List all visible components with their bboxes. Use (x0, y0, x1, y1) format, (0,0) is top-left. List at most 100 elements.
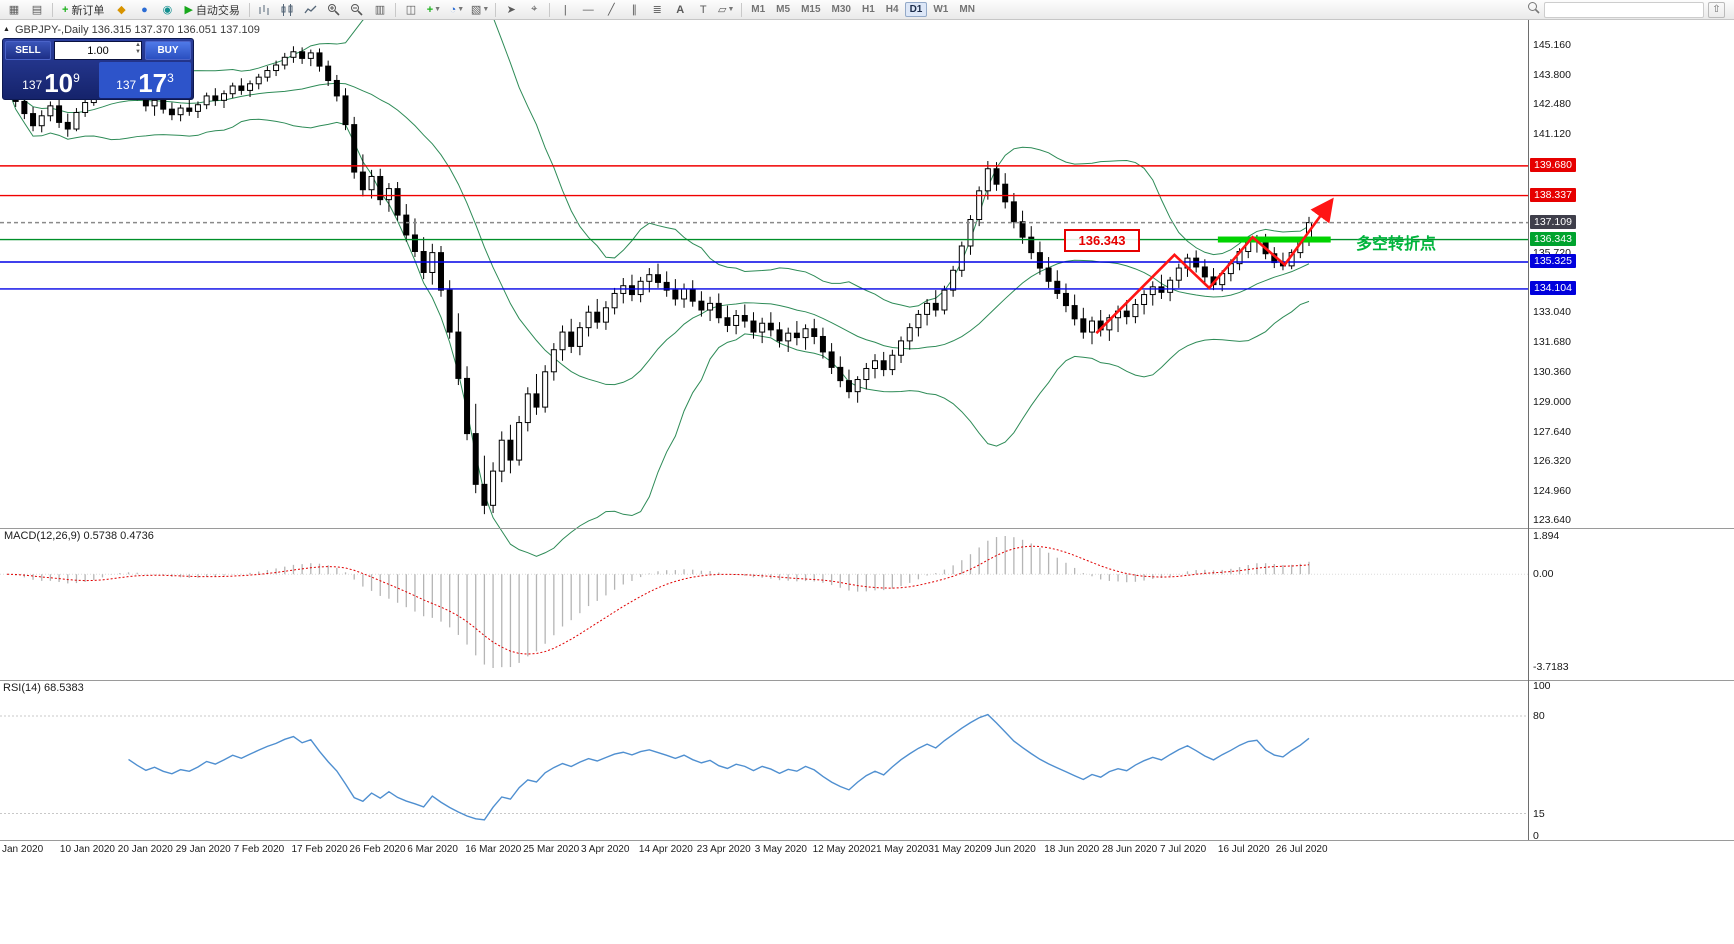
price-badge: 139.680 (1530, 157, 1576, 172)
candle-body (663, 281, 670, 291)
text-icon[interactable]: A (676, 3, 685, 16)
navigator-icon[interactable]: ◉ (162, 4, 173, 16)
candle-body (394, 188, 401, 216)
candle-body (550, 349, 557, 373)
candle-body (724, 317, 731, 326)
toolbar-separator (549, 2, 551, 17)
candle-body (290, 51, 297, 58)
data-window-icon[interactable]: ● (141, 3, 148, 16)
candle-body (628, 285, 635, 296)
candle-body (1045, 267, 1052, 282)
search-input[interactable] (1544, 1, 1704, 18)
bid-price[interactable]: 137 10 9 (5, 62, 97, 98)
stepper-up-icon[interactable]: ▲ (135, 42, 141, 48)
new-order-label: 新订单 (71, 4, 105, 17)
date-axis-label: 28 Jun 2020 (1102, 844, 1158, 855)
date-axis-label: 10 Jan 2020 (59, 844, 115, 855)
candle-body (898, 340, 905, 356)
zoom-out-icon[interactable] (346, 2, 368, 18)
ask-sup-digit: 3 (167, 71, 174, 85)
timeframe-button-w1[interactable]: W1 (933, 4, 949, 15)
candle-body (1132, 303, 1139, 318)
price-axis-label: 129.000 (1533, 395, 1571, 408)
tile-windows-icon[interactable]: ◫ (405, 4, 417, 16)
zoom-in-icon[interactable] (323, 2, 345, 18)
volume-input[interactable] (54, 41, 142, 60)
timeframe-button-h1[interactable]: H1 (861, 4, 875, 15)
candle-body (733, 315, 740, 326)
candle-body (681, 288, 688, 300)
horizontal-line-icon[interactable]: — (582, 3, 594, 16)
chevron-down-icon: ▼ (727, 6, 735, 13)
autotrading-button[interactable]: ▶ 自动交易 (179, 2, 244, 18)
candle-body (559, 331, 566, 351)
price-level-callout[interactable]: 136.343 (1064, 229, 1140, 252)
new-order-button[interactable]: + 新订单 (57, 2, 109, 18)
price-badge: 137.109 (1530, 214, 1576, 229)
timeframe-group: M1 M5 M15 M30 H1 H4 D1 W1 MN (746, 2, 980, 17)
stepper-down-icon[interactable]: ▼ (135, 49, 141, 55)
timeframe-button-m15[interactable]: M15 (801, 4, 821, 15)
macd-signal-line (6, 545, 1310, 655)
new-chart-icon[interactable]: ▦ (8, 4, 20, 16)
vertical-line-icon[interactable]: | (563, 3, 567, 16)
publish-icon[interactable]: ⇧ (1708, 1, 1725, 18)
candle-body (160, 99, 167, 110)
trend-zigzag-arrow (1095, 197, 1334, 335)
bar-chart-icon[interactable] (254, 2, 276, 18)
candle-body (177, 107, 184, 116)
candle-body (533, 393, 540, 408)
one-click-trading-panel: SELL ▲▼ BUY 137 10 9 137 17 3 (2, 38, 194, 100)
candle-body (837, 366, 844, 382)
trade-panel-collapse-icon[interactable]: ▲ (3, 26, 10, 33)
timeframe-button-m1[interactable]: M1 (751, 4, 766, 15)
chart-canvas[interactable] (0, 20, 1734, 944)
buy-button[interactable]: BUY (145, 41, 191, 60)
candle-body (490, 470, 497, 506)
timeframe-button-m30[interactable]: M30 (831, 4, 851, 15)
candle-body (1054, 280, 1061, 294)
indicators-button[interactable]: + ▼ (423, 2, 445, 18)
volume-stepper[interactable]: ▲ ▼ (135, 42, 141, 56)
candlestick-chart-icon[interactable] (277, 2, 299, 18)
periods-button[interactable]: ◔ ▼ (446, 2, 468, 18)
templates-button[interactable]: ▧ ▼ (469, 2, 491, 18)
candle-body (411, 234, 418, 253)
price-axis-label: 133.040 (1533, 306, 1571, 319)
grid-icon[interactable]: ▥ (374, 4, 386, 16)
timeframe-button-h4[interactable]: H4 (885, 4, 899, 15)
sell-button[interactable]: SELL (5, 41, 51, 60)
candle-body (1019, 221, 1026, 238)
candle-body (941, 289, 948, 311)
candle-body (264, 70, 271, 78)
candle-body (212, 95, 219, 101)
candle-body (168, 108, 175, 116)
timeframe-button-mn[interactable]: MN (959, 4, 975, 15)
bollinger-lower-band (6, 85, 1310, 557)
candle-body (273, 64, 280, 72)
line-chart-icon[interactable] (300, 2, 322, 18)
timeframe-button-m5[interactable]: M5 (776, 4, 791, 15)
cursor-icon[interactable]: ➤ (506, 4, 516, 16)
market-watch-icon[interactable]: ◆ (117, 4, 126, 16)
candle-body (333, 79, 340, 97)
ask-price[interactable]: 137 17 3 (99, 62, 191, 98)
shapes-button[interactable]: ▱ ▼ (718, 4, 735, 16)
timeframe-button-d1[interactable]: D1 (904, 2, 928, 17)
candle-body (524, 393, 531, 424)
candle-body (707, 302, 714, 311)
fibonacci-icon[interactable]: ≣ (652, 4, 662, 16)
rsi-axis-label: 80 (1533, 710, 1545, 722)
turning-point-note[interactable]: 多空转折点 (1356, 236, 1437, 253)
price-axis-label: 126.320 (1533, 454, 1571, 467)
crosshair-icon[interactable]: ⌖ (531, 3, 538, 15)
chart-profiles-icon[interactable]: ▤ (31, 4, 43, 16)
trendline-icon[interactable]: ╱ (607, 4, 615, 16)
autotrading-play-icon: ▶ (184, 4, 193, 16)
channel-icon[interactable]: ∥ (631, 4, 638, 16)
date-axis-label: 17 Feb 2020 (291, 844, 348, 855)
candle-body (637, 280, 644, 296)
date-axis-label: 6 Mar 2020 (407, 844, 458, 855)
price-axis-label: 130.360 (1533, 365, 1571, 378)
label-icon[interactable]: T (699, 3, 707, 16)
